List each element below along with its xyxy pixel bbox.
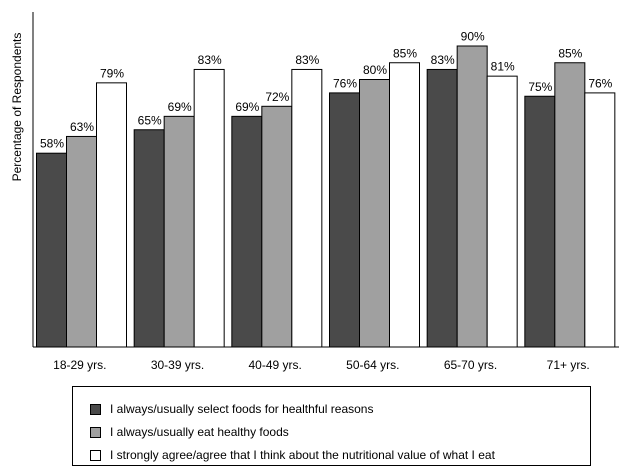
data-label: 58% bbox=[40, 137, 64, 151]
bar bbox=[486, 75, 518, 348]
bar bbox=[329, 92, 360, 348]
data-label: 81% bbox=[491, 60, 515, 74]
data-label: 85% bbox=[393, 46, 417, 60]
bar bbox=[261, 105, 293, 348]
bar bbox=[524, 95, 556, 348]
data-label: 83% bbox=[198, 53, 222, 67]
bar bbox=[96, 82, 127, 348]
data-label: 83% bbox=[295, 53, 319, 67]
legend-item: I always/usually eat healthy foods bbox=[90, 424, 289, 440]
data-label: 90% bbox=[461, 30, 485, 44]
legend-item: I always/usually select foods for health… bbox=[90, 401, 373, 417]
data-label: 69% bbox=[168, 100, 192, 114]
bar bbox=[231, 115, 263, 348]
data-label: 80% bbox=[363, 63, 387, 77]
bar bbox=[456, 45, 488, 348]
data-label: 83% bbox=[431, 53, 455, 67]
x-tick-label: 50-64 yrs. bbox=[346, 358, 399, 372]
bar bbox=[66, 135, 97, 348]
bar bbox=[584, 92, 616, 348]
legend: I always/usually select foods for health… bbox=[72, 386, 591, 466]
legend-swatch bbox=[90, 449, 101, 461]
legend-label: I strongly agree/agree that I think abou… bbox=[110, 448, 495, 462]
x-tick-label: 30-39 yrs. bbox=[151, 358, 204, 372]
legend-swatch bbox=[90, 426, 101, 438]
legend-label: I always/usually select foods for health… bbox=[110, 402, 374, 416]
x-tick-label: 71+ yrs. bbox=[547, 358, 590, 372]
bar bbox=[133, 129, 165, 348]
data-label: 76% bbox=[333, 76, 357, 90]
bar bbox=[193, 68, 225, 348]
x-tick-label: 40-49 yrs. bbox=[248, 358, 301, 372]
data-label: 69% bbox=[235, 100, 259, 114]
bar bbox=[359, 79, 390, 348]
data-label: 79% bbox=[100, 66, 124, 80]
bar bbox=[291, 68, 323, 348]
legend-label: I always/usually eat healthy foods bbox=[110, 425, 289, 439]
bar bbox=[426, 68, 458, 348]
data-label: 63% bbox=[70, 120, 94, 134]
data-label: 76% bbox=[588, 76, 612, 90]
x-tick-label: 65-70 yrs. bbox=[444, 358, 497, 372]
x-tick-label: 18-29 yrs. bbox=[53, 358, 106, 372]
bar bbox=[36, 152, 67, 348]
legend-swatch bbox=[90, 403, 101, 415]
bar bbox=[163, 115, 195, 348]
data-label: 65% bbox=[138, 113, 162, 127]
data-label: 72% bbox=[265, 90, 289, 104]
data-label: 85% bbox=[558, 46, 582, 60]
bar bbox=[389, 62, 420, 348]
bar bbox=[554, 62, 586, 348]
data-label: 75% bbox=[528, 80, 552, 94]
legend-item: I strongly agree/agree that I think abou… bbox=[90, 447, 495, 463]
